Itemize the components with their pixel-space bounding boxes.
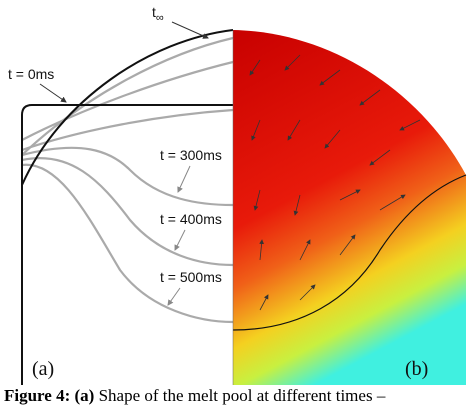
label-subscript: ∞ xyxy=(156,12,164,24)
panel-label: (b) xyxy=(405,358,428,380)
pointer xyxy=(177,165,191,193)
pool-boundary xyxy=(232,174,467,331)
velocity-arrows xyxy=(249,54,421,311)
pointer xyxy=(39,83,67,103)
label-t-inf: t∞ xyxy=(152,4,164,24)
melt-pool-curves xyxy=(21,36,234,324)
caption-text: Shape of the melt pool at different time… xyxy=(99,386,386,405)
initial-shape xyxy=(21,104,233,385)
caption-part: (a) xyxy=(75,386,95,405)
label-t400: t = 400ms xyxy=(160,211,222,227)
pointer xyxy=(171,21,209,39)
label-text: t xyxy=(152,4,156,20)
panel-label: (a) xyxy=(32,358,54,380)
caption: Figure 4: (a) Shape of the melt pool at … xyxy=(4,386,386,405)
label-t0: t = 0ms xyxy=(8,66,54,82)
heat-map xyxy=(233,30,466,385)
pointer xyxy=(174,229,186,251)
label-t500: t = 500ms xyxy=(160,269,222,285)
pointer xyxy=(167,287,181,306)
caption-label: Figure 4: xyxy=(4,386,70,405)
label-t300: t = 300ms xyxy=(160,147,222,163)
final-shape xyxy=(21,29,234,186)
